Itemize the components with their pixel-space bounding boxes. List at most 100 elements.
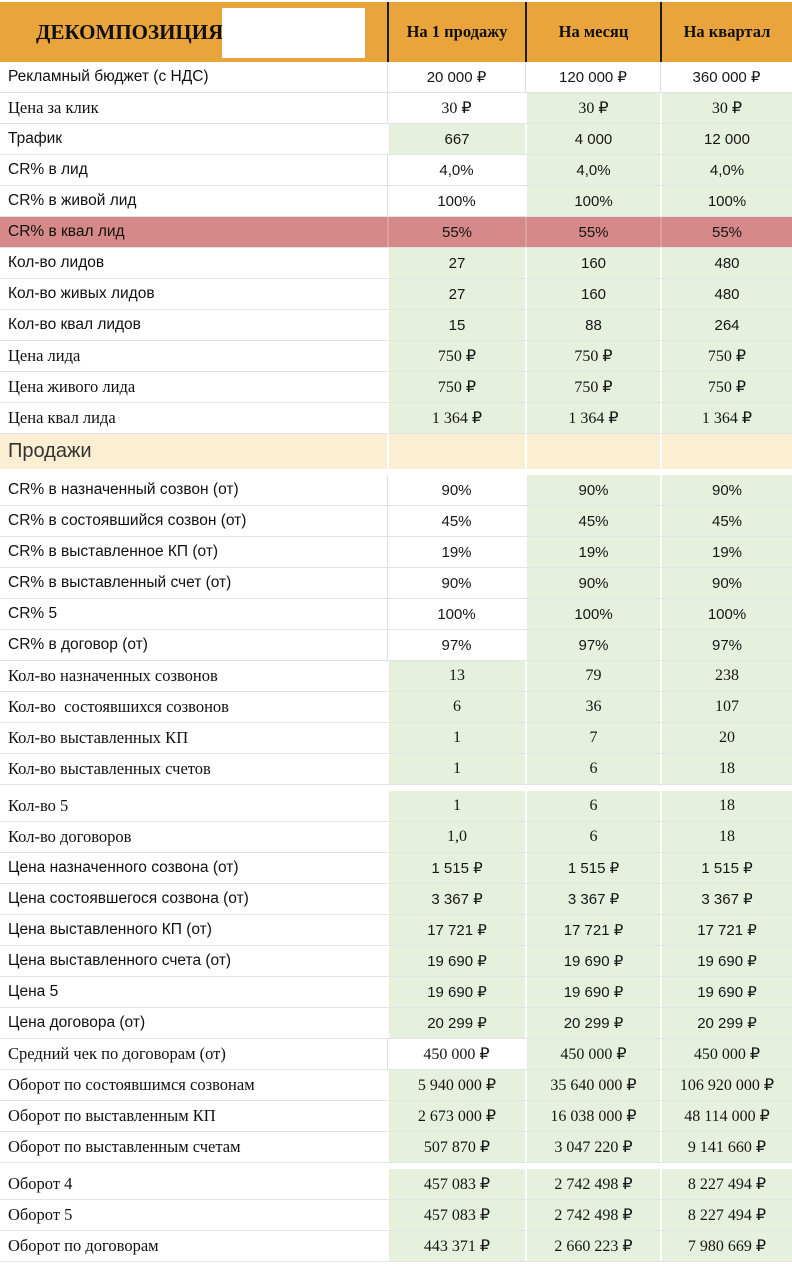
row-label[interactable]: CR% в состоявшийся созвон (от) — [0, 506, 387, 536]
cell-value[interactable]: 2 660 223 ₽ — [525, 1231, 660, 1261]
cell-value[interactable]: 480 — [660, 279, 792, 309]
cell-value[interactable]: 20 — [660, 723, 792, 753]
cell-value[interactable]: 450 000 ₽ — [525, 1039, 660, 1069]
cell-value[interactable]: 20 299 ₽ — [387, 1008, 525, 1038]
row-label[interactable]: Цена 5 — [0, 977, 387, 1007]
row-label[interactable]: Кол-во выставленных КП — [0, 723, 387, 753]
cell-value[interactable]: 100% — [387, 186, 525, 216]
cell-value[interactable]: 6 — [525, 822, 660, 852]
row-label[interactable]: CR% в лид — [0, 155, 387, 185]
row-label[interactable]: Кол-во квал лидов — [0, 310, 387, 340]
cell-value[interactable]: 55% — [525, 217, 660, 247]
section-label[interactable]: Продажи — [0, 434, 387, 469]
row-label[interactable]: CR% в выставленный счет (от) — [0, 568, 387, 598]
row-label[interactable]: Оборот по выставленным счетам — [0, 1132, 387, 1162]
cell-value[interactable]: 6 — [525, 754, 660, 784]
row-label[interactable]: Рекламный бюджет (с НДС) — [0, 62, 387, 92]
cell-value[interactable]: 2 673 000 ₽ — [387, 1101, 525, 1131]
cell-value[interactable]: 1 515 ₽ — [660, 853, 792, 883]
cell-value[interactable]: 100% — [525, 186, 660, 216]
cell-value[interactable]: 450 000 ₽ — [660, 1039, 792, 1069]
cell-value[interactable]: 100% — [525, 599, 660, 629]
cell-value[interactable]: 97% — [387, 630, 525, 660]
cell-value[interactable]: 443 371 ₽ — [387, 1231, 525, 1261]
cell-value[interactable]: 7 — [525, 723, 660, 753]
row-label[interactable]: Оборот по состоявшимся созвонам — [0, 1070, 387, 1100]
cell-value[interactable]: 2 742 498 ₽ — [525, 1169, 660, 1199]
cell-value[interactable]: 17 721 ₽ — [660, 915, 792, 945]
row-label[interactable]: Кол-во живых лидов — [0, 279, 387, 309]
row-label[interactable]: CR% 5 — [0, 599, 387, 629]
cell-value[interactable]: 30 ₽ — [387, 93, 525, 123]
cell-value[interactable]: 55% — [660, 217, 792, 247]
row-label[interactable]: Цена живого лида — [0, 372, 387, 402]
row-label[interactable]: Оборот по договорам — [0, 1231, 387, 1261]
row-label[interactable]: Цена за клик — [0, 93, 387, 123]
row-label[interactable]: Цена состоявшегося созвона (от) — [0, 884, 387, 914]
cell-value[interactable]: 100% — [660, 599, 792, 629]
cell-value[interactable]: 2 742 498 ₽ — [525, 1200, 660, 1230]
row-label[interactable]: Кол-во 5 — [0, 791, 387, 821]
row-label[interactable]: Кол-во договоров — [0, 822, 387, 852]
cell-value[interactable]: 4,0% — [660, 155, 792, 185]
cell-value[interactable]: 20 299 ₽ — [525, 1008, 660, 1038]
cell-value[interactable]: 264 — [660, 310, 792, 340]
row-label[interactable]: Цена договора (от) — [0, 1008, 387, 1038]
cell-value[interactable]: 1 515 ₽ — [387, 853, 525, 883]
cell-value[interactable]: 6 — [525, 791, 660, 821]
cell-value[interactable]: 12 000 — [660, 124, 792, 154]
row-label[interactable]: Цена назначенного созвона (от) — [0, 853, 387, 883]
cell-value[interactable]: 90% — [387, 568, 525, 598]
cell-value[interactable]: 16 038 000 ₽ — [525, 1101, 660, 1131]
cell-value[interactable]: 30 ₽ — [525, 93, 660, 123]
cell-value[interactable]: 79 — [525, 661, 660, 691]
cell-value[interactable]: 507 870 ₽ — [387, 1132, 525, 1162]
cell-value[interactable] — [387, 434, 525, 469]
cell-value[interactable]: 36 — [525, 692, 660, 722]
cell-value[interactable]: 3 367 ₽ — [525, 884, 660, 914]
row-label[interactable]: CR% в выставленное КП (от) — [0, 537, 387, 567]
cell-value[interactable]: 18 — [660, 754, 792, 784]
cell-value[interactable]: 1,0 — [387, 822, 525, 852]
row-label[interactable]: Кол-во лидов — [0, 248, 387, 278]
cell-value[interactable]: 19% — [660, 537, 792, 567]
cell-value[interactable]: 480 — [660, 248, 792, 278]
cell-value[interactable]: 19 690 ₽ — [525, 946, 660, 976]
cell-value[interactable]: 20 299 ₽ — [660, 1008, 792, 1038]
cell-value[interactable]: 107 — [660, 692, 792, 722]
cell-value[interactable]: 55% — [387, 217, 525, 247]
row-label[interactable]: Цена квал лида — [0, 403, 387, 433]
row-label[interactable]: Кол-во назначенных созвонов — [0, 661, 387, 691]
cell-value[interactable]: 45% — [525, 506, 660, 536]
cell-value[interactable]: 48 114 000 ₽ — [660, 1101, 792, 1131]
column-header-per-sale[interactable]: На 1 продажу — [387, 2, 525, 62]
cell-value[interactable]: 1 — [387, 754, 525, 784]
row-label[interactable]: CR% в назначенный созвон (от) — [0, 475, 387, 505]
cell-value[interactable]: 6 — [387, 692, 525, 722]
cell-value[interactable]: 17 721 ₽ — [525, 915, 660, 945]
header-title-cell[interactable]: ДЕКОМПОЗИЦИЯ — [0, 2, 387, 62]
cell-value[interactable]: 3 047 220 ₽ — [525, 1132, 660, 1162]
cell-value[interactable]: 45% — [387, 506, 525, 536]
cell-value[interactable]: 8 227 494 ₽ — [660, 1169, 792, 1199]
cell-value[interactable]: 19 690 ₽ — [387, 977, 525, 1007]
cell-value[interactable]: 19% — [525, 537, 660, 567]
row-label[interactable]: Оборот 5 — [0, 1200, 387, 1230]
row-label[interactable]: CR% в договор (от) — [0, 630, 387, 660]
cell-value[interactable]: 15 — [387, 310, 525, 340]
cell-value[interactable]: 8 227 494 ₽ — [660, 1200, 792, 1230]
cell-value[interactable]: 3 367 ₽ — [660, 884, 792, 914]
cell-value[interactable]: 90% — [525, 475, 660, 505]
cell-value[interactable] — [525, 434, 660, 469]
row-label[interactable]: Средний чек по договорам (от) — [0, 1039, 387, 1069]
cell-value[interactable]: 90% — [660, 475, 792, 505]
cell-value[interactable]: 18 — [660, 822, 792, 852]
column-header-per-quarter[interactable]: На квартал — [660, 2, 792, 62]
row-label[interactable]: Цена выставленного счета (от) — [0, 946, 387, 976]
cell-value[interactable]: 750 ₽ — [525, 341, 660, 371]
cell-value[interactable]: 4,0% — [387, 155, 525, 185]
cell-value[interactable]: 5 940 000 ₽ — [387, 1070, 525, 1100]
cell-value[interactable]: 1 364 ₽ — [660, 403, 792, 433]
cell-value[interactable]: 457 083 ₽ — [387, 1200, 525, 1230]
cell-value[interactable]: 1 364 ₽ — [387, 403, 525, 433]
